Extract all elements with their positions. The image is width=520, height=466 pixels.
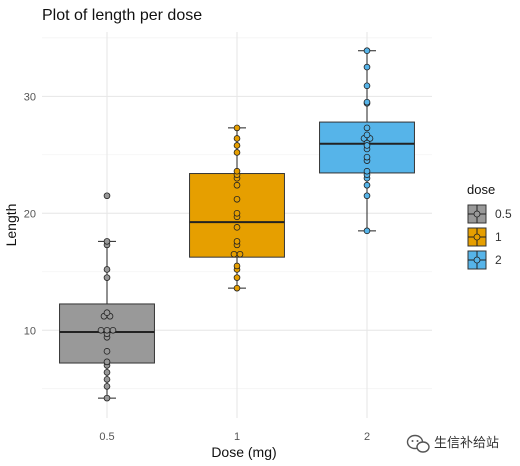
data-point [103, 192, 111, 200]
wechat-icon [406, 434, 430, 453]
data-point [363, 47, 371, 55]
x-tick-label: 2 [364, 431, 370, 443]
data-point [363, 227, 371, 235]
data-point [103, 358, 111, 366]
y-tick-label: 10 [24, 325, 36, 337]
data-point [363, 82, 371, 90]
data-point [103, 274, 111, 281]
data-point [103, 309, 111, 317]
data-point [109, 326, 117, 334]
y-tick-label: 20 [24, 208, 36, 220]
data-point [103, 348, 111, 355]
data-point [363, 181, 371, 189]
data-point [233, 181, 241, 189]
legend-item-2: 2 [467, 250, 502, 270]
legend-item-0.5: 0.5 [467, 204, 512, 224]
data-point [233, 135, 241, 142]
data-point [103, 369, 111, 376]
data-point [97, 326, 105, 334]
legend-items: 0.5 1 2 [467, 204, 512, 270]
x-axis-title: Dose (mg) [211, 444, 276, 460]
chart-title: Plot of length per dose [42, 7, 202, 24]
data-point [233, 195, 241, 203]
data-point [363, 142, 371, 149]
legend-swatch-dot [473, 256, 481, 264]
legend-swatch-dot [473, 210, 481, 218]
data-point [103, 238, 111, 245]
watermark: 生信补给站 [406, 434, 499, 453]
data-point [363, 124, 371, 132]
y-tick-label: 30 [24, 91, 36, 103]
data-point [233, 284, 241, 292]
data-point [233, 262, 241, 270]
legend-title: dose [467, 182, 495, 197]
data-point [363, 167, 371, 175]
data-point [363, 192, 371, 200]
data-point [103, 383, 111, 390]
data-point [363, 98, 371, 106]
data-point [233, 224, 241, 231]
data-point [103, 326, 111, 334]
x-tick-label: 0.5 [99, 431, 114, 443]
legend-label: 2 [495, 253, 502, 267]
data-point [363, 63, 371, 71]
data-point [233, 142, 241, 149]
data-point [103, 266, 111, 273]
box-group-2 [319, 47, 415, 235]
data-point [233, 149, 241, 156]
data-point [103, 394, 111, 402]
data-point [363, 153, 371, 161]
watermark-text: 生信补给站 [434, 436, 499, 451]
data-point [103, 376, 111, 383]
data-point [233, 274, 241, 281]
data-point [233, 238, 241, 245]
data-point [233, 124, 241, 132]
legend-swatch-dot [473, 233, 481, 241]
legend-label: 1 [495, 230, 502, 244]
x-tick-label: 1 [234, 431, 240, 443]
box-group-0.5 [59, 192, 155, 402]
data-point [363, 131, 371, 139]
data-point [233, 210, 241, 217]
tick-labels: 10 20 30 0.5 1 2 [24, 91, 370, 443]
data-point [233, 167, 241, 175]
legend-item-1: 1 [467, 227, 502, 247]
boxes-layer [59, 47, 415, 402]
box-group-1 [189, 124, 285, 292]
data-point [236, 250, 244, 258]
legend-label: 0.5 [495, 207, 512, 221]
legend: dose 0.5 1 2 [467, 182, 512, 270]
data-point [230, 250, 238, 258]
y-axis-title: Length [3, 204, 19, 247]
